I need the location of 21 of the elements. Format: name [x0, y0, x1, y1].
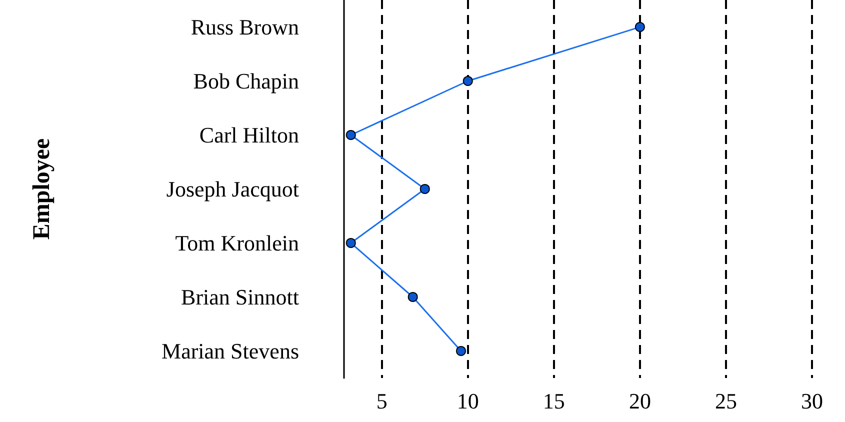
x-tick-label: 30	[801, 388, 823, 414]
x-tick-label: 15	[542, 388, 565, 414]
y-tick-label: Marian Stevens	[162, 338, 299, 364]
y-tick-label: Tom Kronlein	[175, 230, 299, 256]
point	[456, 346, 466, 356]
x-tick-label: 10	[456, 388, 479, 414]
y-tick-label: Brian Sinnott	[181, 284, 299, 310]
point	[346, 130, 356, 140]
x-tick-label: 20	[628, 388, 651, 414]
x-tick-label: 5	[376, 388, 388, 414]
y-tick-label: Bob Chapin	[193, 68, 299, 94]
point	[346, 238, 356, 248]
y-axis-title: Employee	[29, 138, 55, 240]
point	[420, 184, 430, 194]
point	[634, 22, 645, 32]
y-tick-label: Carl Hilton	[199, 122, 299, 148]
y-tick-label: Joseph Jacquot	[166, 176, 299, 202]
x-tick-label: 25	[714, 388, 737, 414]
y-tick-label: Russ Brown	[190, 14, 299, 40]
point	[462, 76, 473, 86]
point	[408, 292, 418, 302]
